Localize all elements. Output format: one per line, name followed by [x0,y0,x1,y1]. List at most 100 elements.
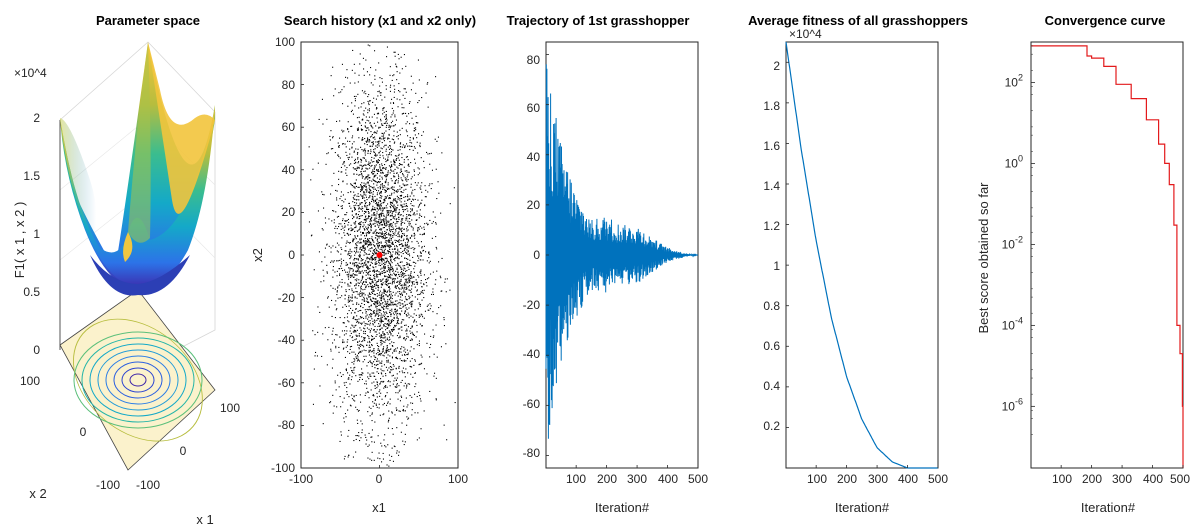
search-history-title: Search history (x1 and x2 only) [284,13,476,28]
scatter-point [360,158,362,160]
scatter-point [428,309,430,311]
scatter-point [361,295,363,297]
scatter-point [395,264,397,266]
scatter-point [392,188,394,190]
scatter-point [355,270,357,272]
scatter-point [379,92,381,94]
scatter-point [377,348,379,350]
scatter-point [357,410,359,412]
scatter-point [418,391,420,393]
scatter-point [347,351,349,353]
scatter-point [392,202,394,204]
scatter-point [386,349,388,351]
scatter-point [390,122,392,124]
scatter-point [428,185,430,187]
scatter-point [384,281,386,283]
scatter-point [384,238,386,240]
scatter-point [389,269,391,271]
scatter-point [379,279,381,281]
scatter-point [362,289,364,291]
scatter-point [407,229,409,231]
scatter-point [358,208,360,210]
scatter-point [391,282,393,284]
scatter-point [387,427,389,429]
scatter-point [373,201,375,203]
scatter-point [405,245,407,247]
scatter-point [368,177,370,179]
scatter-point [410,178,412,180]
scatter-point [413,283,415,285]
scatter-point [365,317,367,319]
scatter-point [332,342,334,344]
scatter-point [352,331,354,333]
scatter-point [372,144,374,146]
scatter-point [377,232,379,234]
scatter-point [364,184,366,186]
scatter-point [403,305,405,307]
scatter-point [364,284,366,286]
scatter-point [362,139,364,141]
scatter-point [373,209,375,211]
scatter-point [337,297,339,299]
scatter-point [382,404,384,406]
scatter-point [393,189,395,191]
scatter-point [375,404,377,406]
scatter-point [398,178,400,180]
scatter-point [361,139,363,141]
scatter-point [365,253,367,255]
convergence-axes [1030,41,1184,469]
scatter-point [372,137,374,139]
scatter-point [393,85,395,87]
scatter-point [363,296,365,298]
scatter-point [372,232,374,234]
scatter-point [359,253,361,255]
scatter-point [358,242,360,244]
scatter-point [362,129,364,131]
scatter-point [321,261,323,263]
scatter-point [388,226,390,228]
scatter-point [389,331,391,333]
scatter-point [401,219,403,221]
scatter-point [354,274,356,276]
scatter-point [399,294,401,296]
scatter-point [403,269,405,271]
scatter-point [347,276,349,278]
scatter-point [365,443,367,445]
scatter-point [381,171,383,173]
scatter-point [358,333,360,335]
scatter-point [399,307,401,309]
scatter-point [375,181,377,183]
scatter-point [389,153,391,155]
scatter-point [368,338,370,340]
scatter-point [410,162,412,164]
scatter-point [397,252,399,254]
scatter-point [399,91,401,93]
scatter-point [397,303,399,305]
scatter-point [401,326,403,328]
scatter-point [359,376,361,378]
scatter-point [368,292,370,294]
scatter-point [358,223,360,225]
scatter-point [413,212,415,214]
scatter-point [394,232,396,234]
scatter-point [361,423,363,425]
scatter-point [338,268,340,270]
scatter-point [380,372,382,374]
scatter-point [388,241,390,243]
scatter-point [378,205,380,207]
scatter-point [367,267,369,269]
scatter-point [357,310,359,312]
scatter-point [377,310,379,312]
scatter-point [385,197,387,199]
scatter-point [394,124,396,126]
scatter-point [405,156,407,158]
scatter-point [360,260,362,262]
scatter-point [363,300,365,302]
scatter-point [395,65,397,67]
scatter-point [342,339,344,341]
scatter-point [387,240,389,242]
scatter-point [374,217,376,219]
scatter-point [403,233,405,235]
scatter-point [375,353,377,355]
scatter-point [356,291,358,293]
